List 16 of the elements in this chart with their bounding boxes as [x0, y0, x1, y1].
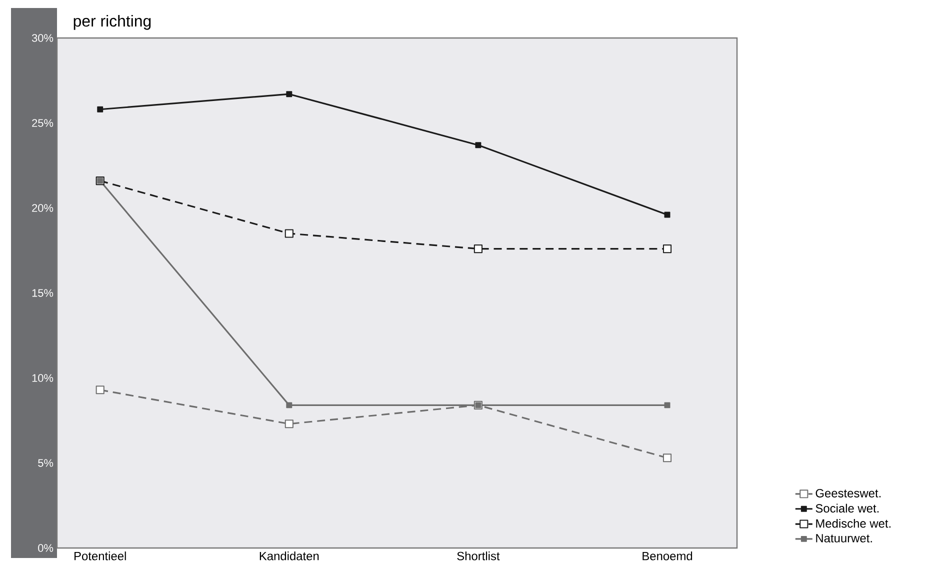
legend-label: Medische wet.	[816, 518, 890, 528]
y-tick-label: 20%	[32, 204, 54, 212]
x-tick-label: Potentieel	[74, 552, 126, 560]
y-tick-label: 0%	[38, 544, 54, 552]
legend-label: Sociale wet.	[816, 504, 879, 513]
x-tick-label: Shortlist	[457, 552, 500, 560]
x-tick-label: Kandidaten	[260, 552, 319, 560]
legend-label: Natuurwet.	[816, 534, 872, 542]
y-tick-label: 30%	[32, 34, 54, 42]
legend-label: Geesteswet.	[816, 488, 881, 498]
y-tick-label: 10%	[32, 374, 54, 382]
x-tick-label: Benoemd	[642, 552, 692, 560]
y-tick-label: 15%	[32, 289, 54, 297]
y-tick-label: 5%	[38, 459, 54, 467]
chart-title: per richting	[74, 14, 151, 30]
y-tick-label: 25%	[32, 119, 54, 127]
